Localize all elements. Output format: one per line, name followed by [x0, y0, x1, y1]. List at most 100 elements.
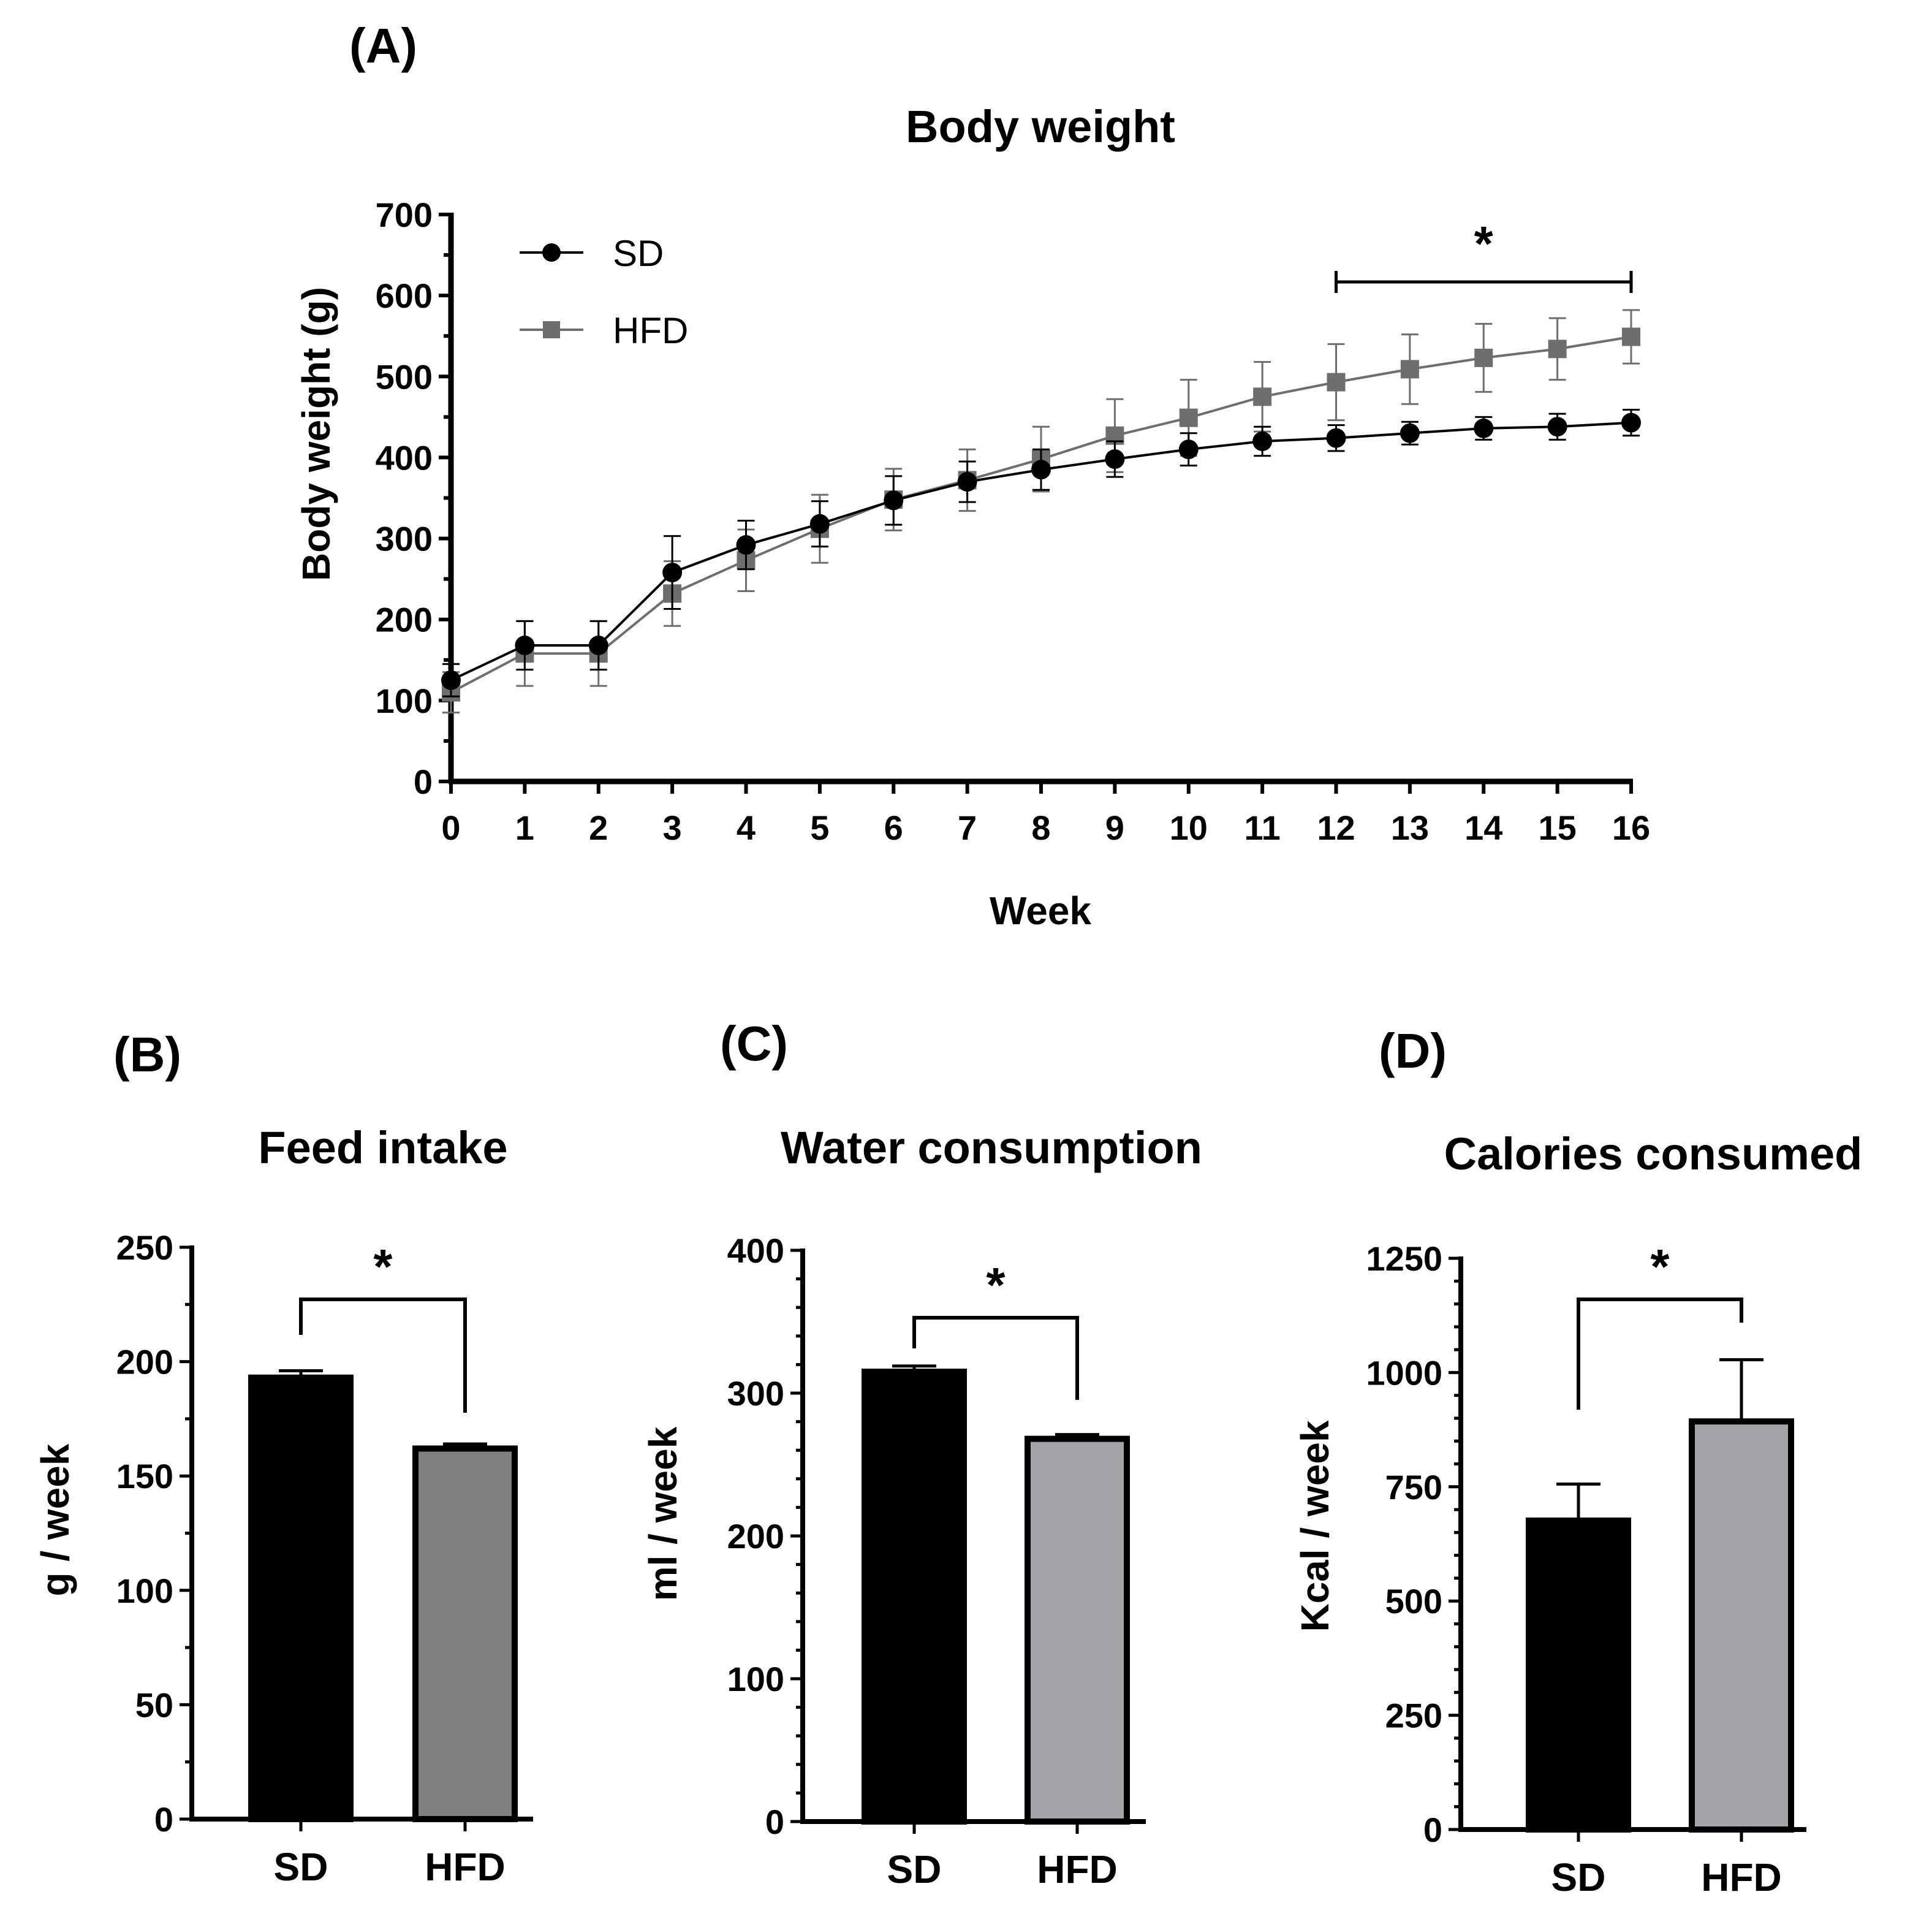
panel-b-y-axis-label: g / week	[33, 1443, 77, 1596]
b-significance-bracket	[299, 1298, 467, 1413]
a-x-tick-label: 6	[884, 808, 903, 847]
a-y-tick-label: 300	[376, 520, 433, 558]
a-hfd-point	[1327, 373, 1346, 392]
a-x-tick-label: 10	[1170, 808, 1208, 847]
a-x-tick-label: 7	[958, 808, 977, 847]
panel-b-label: (B)	[113, 1027, 181, 1082]
d-significance-bracket	[1577, 1298, 1743, 1410]
a-sd-point	[662, 563, 683, 583]
a-x-tick-label: 1	[515, 808, 534, 847]
a-sd-point	[515, 636, 535, 655]
a-x-tick-label: 15	[1538, 808, 1576, 847]
a-hfd-point	[1400, 360, 1419, 379]
panel-a-label: (A)	[349, 18, 417, 73]
panel-b-feed-intake: (B) Feed intake g / week 0 50 100 150 200 250…	[33, 1027, 533, 1889]
legend-sd-marker	[542, 243, 561, 262]
c-y-tick-label: 300	[727, 1374, 784, 1413]
a-sd-point	[1031, 460, 1051, 480]
legend-sd-label: SD	[613, 233, 664, 274]
panel-c-label: (C)	[720, 1016, 788, 1071]
panel-c-y-axis-label: ml / week	[641, 1426, 685, 1601]
panel-a-y-axis-label: Body weight (g)	[294, 287, 338, 581]
panel-c-title: Water consumption	[781, 1122, 1202, 1173]
a-y-tick-label: 700	[376, 196, 433, 234]
panel-a-x-axis-label: Week	[990, 889, 1091, 933]
a-sd-point	[1547, 417, 1567, 437]
legend-hfd-label: HFD	[613, 310, 688, 351]
b-y-tick-label: 50	[135, 1685, 173, 1724]
panel-c-water-consumption: (C) Water consumption ml / week 0 100 200 3…	[641, 1016, 1202, 1891]
d-y-tick-label: 1250	[1366, 1239, 1442, 1278]
d-y-tick-label: 0	[1423, 1811, 1442, 1849]
c-y-tick-label: 0	[765, 1803, 784, 1841]
b-y-tick-label: 100	[116, 1571, 173, 1610]
b-bar-sd	[248, 1374, 354, 1823]
d-significance-star: *	[1650, 1239, 1670, 1294]
a-sd-point	[1178, 439, 1199, 460]
a-sd-point	[588, 636, 608, 655]
d-x-tick-label-sd: SD	[1551, 1855, 1606, 1899]
a-hfd-point	[1548, 340, 1567, 359]
a-sd-point	[736, 535, 756, 555]
a-y-tick-label: 200	[376, 601, 433, 639]
panel-d-y-axis-label: Kcal / week	[1293, 1420, 1337, 1632]
d-y-tick-label: 500	[1385, 1582, 1442, 1621]
a-sd-point	[1400, 423, 1420, 443]
a-y-tick-label: 400	[376, 438, 433, 477]
c-significance-bracket	[912, 1316, 1079, 1400]
panel-d-label: (D)	[1379, 1024, 1447, 1078]
panel-d-title: Calories consumed	[1444, 1128, 1863, 1179]
c-y-tick-label: 200	[727, 1517, 784, 1556]
panel-a-title: Body weight	[906, 101, 1175, 152]
a-sd-point	[884, 490, 904, 511]
a-x-tick-label: 0	[441, 808, 460, 847]
b-bar-hfd	[412, 1445, 518, 1822]
a-x-tick-label: 5	[810, 808, 829, 847]
a-sd-point	[1326, 428, 1346, 448]
b-y-tick-label: 150	[116, 1457, 173, 1495]
a-significance-star: *	[1474, 216, 1494, 271]
a-x-tick-label: 8	[1031, 808, 1050, 847]
a-hfd-point	[1253, 387, 1272, 406]
c-significance-star: *	[986, 1258, 1006, 1312]
a-hfd-point	[1179, 408, 1198, 427]
b-y-tick-label: 250	[116, 1228, 173, 1267]
d-y-tick-label: 250	[1385, 1697, 1442, 1735]
a-y-tick-label: 500	[376, 357, 433, 396]
a-x-tick-label: 2	[589, 808, 608, 847]
legend-hfd-marker	[543, 321, 560, 338]
a-sd-point	[1621, 412, 1641, 433]
a-sd-point	[957, 472, 977, 492]
a-x-tick-label: 14	[1464, 808, 1502, 847]
d-y-tick-label: 1000	[1366, 1353, 1442, 1392]
b-significance-star: *	[373, 1239, 393, 1294]
b-y-tick-label: 0	[154, 1800, 173, 1839]
b-y-tick-label: 200	[116, 1343, 173, 1381]
c-bar-hfd	[1025, 1435, 1130, 1825]
b-x-tick-label-sd: SD	[274, 1845, 328, 1889]
a-sd-point	[441, 670, 461, 690]
d-bar-sd	[1526, 1517, 1631, 1833]
a-sd-point	[1105, 449, 1125, 469]
a-x-tick-label: 12	[1317, 808, 1355, 847]
a-y-tick-label: 600	[376, 276, 433, 315]
panel-b-title: Feed intake	[258, 1122, 507, 1173]
c-y-tick-label: 400	[727, 1231, 784, 1270]
a-hfd-point	[1474, 348, 1493, 367]
c-y-tick-label: 100	[727, 1660, 784, 1698]
a-x-tick-label: 13	[1391, 808, 1429, 847]
a-sd-point	[1474, 418, 1494, 438]
a-hfd-line	[450, 335, 1632, 694]
a-sd-point	[809, 514, 830, 534]
a-x-tick-label: 16	[1612, 808, 1650, 847]
b-x-tick-label-hfd: HFD	[425, 1845, 506, 1889]
d-x-tick-label-hfd: HFD	[1701, 1855, 1782, 1899]
panel-a-legend: SD HFD	[520, 233, 688, 351]
a-sd-point	[1252, 431, 1273, 451]
panel-a-body-weight: (A) Body weight Week Body weight (g) 0 10…	[294, 18, 1650, 933]
a-x-tick-label: 9	[1105, 808, 1124, 847]
a-x-tick-label: 3	[663, 808, 682, 847]
a-hfd-point	[1622, 327, 1640, 346]
c-bar-sd	[862, 1369, 967, 1825]
